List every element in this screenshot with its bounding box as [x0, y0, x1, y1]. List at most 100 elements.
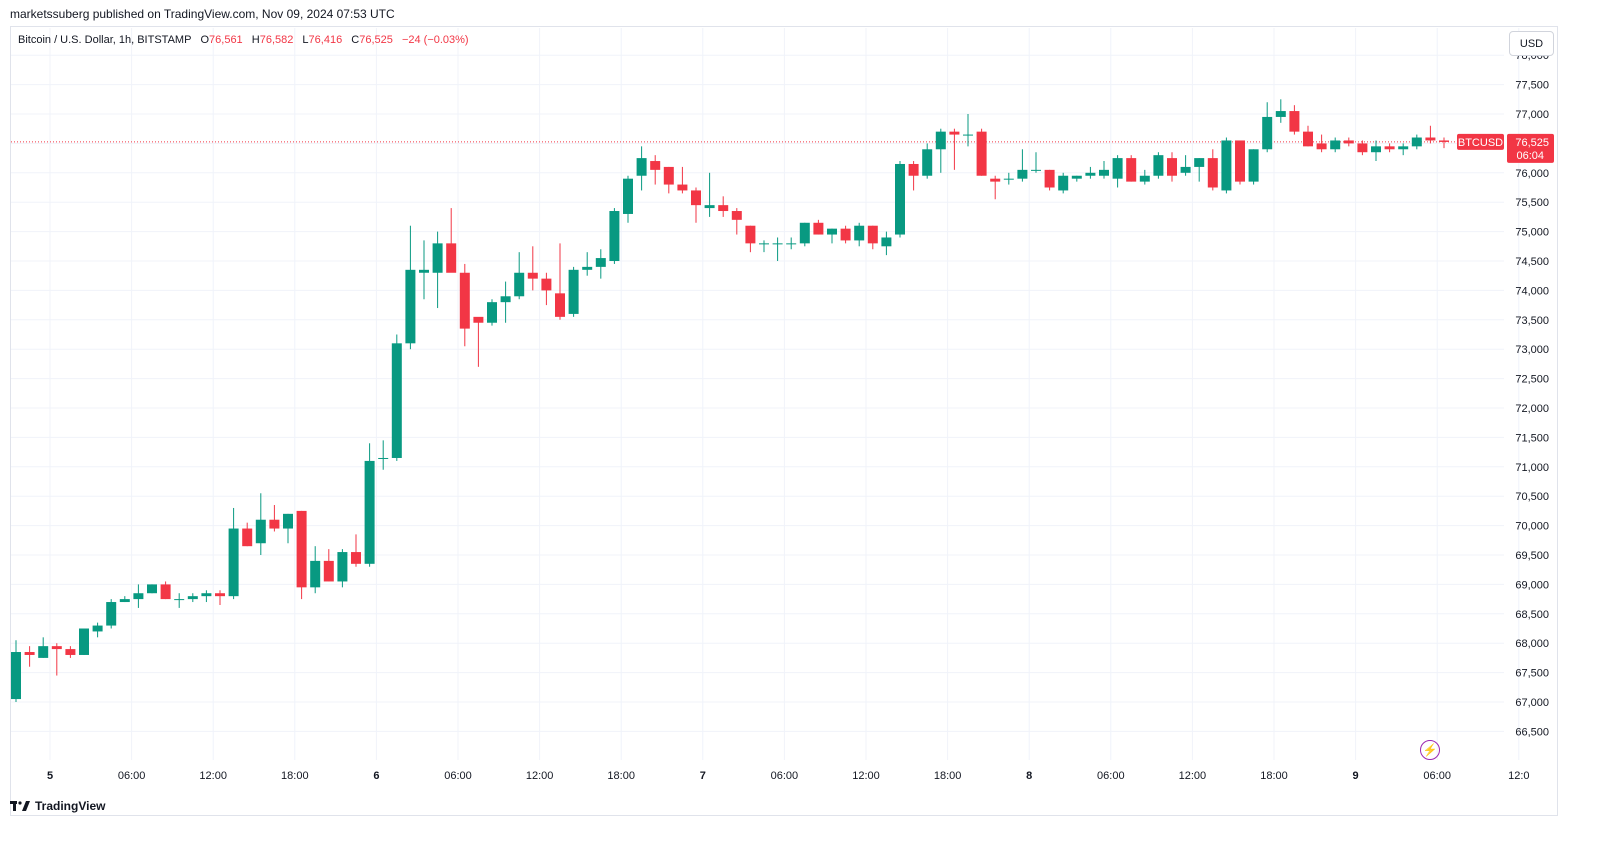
candle-body: [1167, 158, 1177, 176]
x-tick-label: 18:00: [281, 770, 309, 782]
candle-up: [147, 584, 157, 594]
tradingview-brand: TradingView: [35, 799, 106, 813]
open-label: O: [200, 34, 210, 46]
candle-body: [1371, 146, 1381, 153]
candle-down: [160, 581, 171, 600]
candle-body: [799, 222, 810, 244]
candle-body: [1248, 149, 1259, 182]
countdown-label: 06:04: [1516, 150, 1544, 162]
candle-body: [1126, 158, 1137, 182]
candle-body: [963, 134, 973, 136]
candle-down: [51, 643, 62, 676]
candle-down: [527, 246, 538, 291]
candle-body: [976, 131, 987, 176]
candle-body: [731, 211, 742, 220]
candle-body: [1085, 172, 1096, 176]
candle-body: [514, 272, 525, 297]
candle-down: [1126, 155, 1137, 182]
x-tick-label: 12:00: [199, 770, 227, 782]
candle-body: [867, 225, 878, 244]
candle-body: [38, 646, 49, 658]
x-tick-label: 06:00: [444, 770, 472, 782]
candle-body: [704, 205, 715, 209]
candle-up: [187, 593, 198, 603]
candle-body: [255, 519, 266, 544]
low-label: L: [302, 34, 309, 46]
candle-body: [1398, 146, 1409, 150]
candle-down: [1343, 137, 1354, 147]
candle-body: [1017, 169, 1028, 179]
open-value: 76,561: [209, 34, 243, 46]
candle-body: [582, 266, 593, 270]
y-tick-label: 68,500: [1515, 609, 1549, 621]
candle-up: [79, 628, 89, 655]
x-tick-label: 18:00: [934, 770, 962, 782]
candle-body: [1194, 158, 1205, 167]
candle-body: [1384, 146, 1395, 150]
candle-up: [922, 143, 933, 179]
candle-body: [1031, 169, 1041, 171]
candle-up: [827, 228, 837, 244]
candle-body: [895, 163, 905, 235]
y-tick-label: 72,000: [1515, 403, 1549, 415]
candle-body: [487, 302, 497, 323]
change-value: −24 (−0.03%): [401, 34, 469, 46]
candle-up: [772, 237, 783, 261]
candle-up: [500, 281, 511, 323]
currency-button[interactable]: USD: [1509, 31, 1554, 56]
y-tick-label: 71,000: [1515, 462, 1549, 474]
price-label: 76,525: [1515, 137, 1549, 149]
candle-body: [881, 237, 892, 247]
candle-down: [1425, 125, 1436, 144]
candle-body: [854, 225, 865, 241]
candle-down: [976, 128, 987, 176]
candle-down: [65, 646, 76, 658]
candle-body: [1071, 175, 1082, 179]
y-tick-label: 73,000: [1515, 344, 1549, 356]
symbol-legend: Bitcoin / U.S. Dollar, 1h, BITSTAMP O76,…: [18, 34, 475, 46]
candle-body: [187, 596, 198, 600]
candle-body: [378, 457, 389, 459]
candle-down: [691, 187, 701, 223]
candle-body: [1180, 166, 1191, 173]
candle-down: [949, 128, 960, 170]
lightning-icon[interactable]: ⚡: [1420, 740, 1440, 760]
candle-down: [296, 510, 307, 600]
candle-body: [283, 513, 293, 529]
price-axis: 66,500 67,000 67,500 68,000 68,500 69,000 69,5…: [1515, 50, 1549, 738]
candle-body: [1316, 143, 1327, 150]
candle-up: [38, 637, 49, 658]
candle-down: [323, 549, 334, 582]
candle-down: [840, 225, 851, 244]
candle-up: [1194, 158, 1205, 182]
candle-up: [378, 440, 389, 470]
candle-body: [201, 593, 212, 597]
candle-down: [1303, 125, 1313, 147]
candle-body: [1153, 155, 1164, 176]
high-value: 76,582: [259, 34, 294, 46]
y-tick-label: 74,500: [1515, 256, 1549, 268]
candle-body: [1330, 140, 1341, 150]
candle-up: [759, 240, 769, 253]
candle-body: [174, 599, 185, 601]
candle-down: [663, 166, 674, 194]
candle-body: [364, 460, 375, 564]
candle-body: [609, 211, 620, 261]
candle-up: [255, 493, 266, 555]
candle-down: [990, 175, 1001, 200]
y-tick-label: 77,500: [1515, 80, 1549, 92]
candle-up: [1371, 140, 1381, 162]
candle-body: [636, 158, 647, 176]
candle-up: [595, 249, 606, 279]
candle-body: [51, 646, 62, 650]
tradingview-footer[interactable]: TradingView: [10, 799, 105, 813]
candles: [11, 99, 1449, 702]
candle-body: [1262, 116, 1273, 150]
candle-body: [935, 131, 946, 150]
candle-body: [419, 269, 429, 273]
candle-body: [11, 652, 21, 700]
candle-up: [881, 231, 892, 256]
x-tick-label: 18:00: [1260, 770, 1288, 782]
candle-down: [745, 225, 756, 253]
